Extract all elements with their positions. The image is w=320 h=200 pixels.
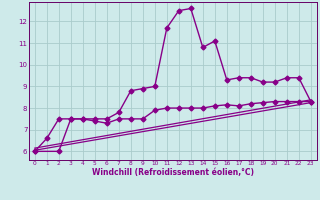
X-axis label: Windchill (Refroidissement éolien,°C): Windchill (Refroidissement éolien,°C) <box>92 168 254 177</box>
